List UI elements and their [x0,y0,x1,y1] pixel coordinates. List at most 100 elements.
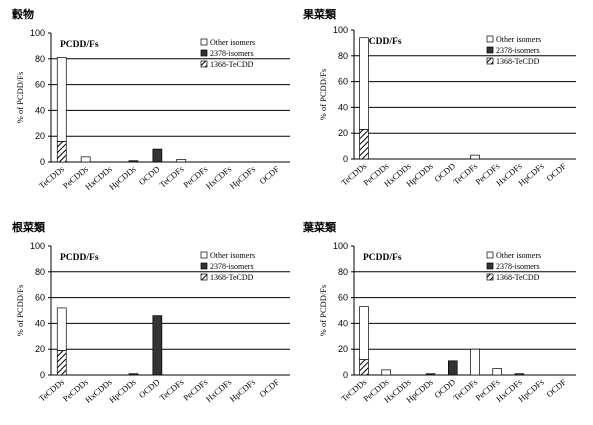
y-tick-label: 80 [35,54,45,64]
x-tick-label: OCDF [257,164,281,186]
bar-segment [359,128,369,160]
legend-label: Other isomers [496,35,541,44]
chart-panel-3: 根菜類 0 20 40 60 80 100 % of PCDD/Fs PCDD/Fs Other … [12,220,290,405]
y-tick-label: 100 [333,25,348,35]
x-tick-label: HpCDFs [516,161,546,188]
y-tick-label: 0 [40,157,45,167]
bar-segment [176,159,187,163]
x-tick-label: TeCDFs [451,377,479,403]
legend-label: 1368-TeCDD [496,273,540,282]
bar-segment [359,359,369,376]
legend-swatch [200,273,208,281]
legend-label: 2378-isomers [210,262,254,271]
panel-title: 根菜類 [12,220,46,234]
x-tick-label: HpCDDs [107,164,138,192]
x-tick-label: TeCDFs [157,164,185,190]
bar-segment [56,57,67,142]
y-tick-label: 20 [35,344,45,354]
legend-label: 1368-TeCDD [210,273,254,282]
legend-swatch [486,251,494,259]
legend-label: Other isomers [210,251,255,260]
y-tick-label: 40 [338,102,348,112]
bar-segment [381,369,391,376]
legend-swatch [486,35,494,43]
y-axis-label: % of PCDD/Fs [15,72,25,123]
legend-swatch [200,49,208,57]
y-tick-label: 0 [343,154,348,164]
x-tick-label: TeCDFs [157,377,185,403]
x-tick-label: OCDF [544,161,568,183]
y-tick-label: 80 [338,267,348,277]
legend-swatch [486,46,494,54]
y-tick-label: 100 [333,241,348,251]
bar-segment [359,37,369,130]
x-tick-label: OCDF [257,377,281,399]
x-tick-label: TeCDDs [37,377,66,404]
y-tick-label: 0 [40,370,45,380]
bar-segment [80,156,91,163]
y-tick-label: 0 [343,370,348,380]
x-tick-label: OCDF [544,377,568,399]
y-tick-label: 60 [35,293,45,303]
x-tick-label: HxCDFs [204,164,234,191]
legend-swatch [200,60,208,68]
y-tick-label: 40 [35,105,45,115]
panel-title: 穀物 [12,7,34,21]
y-tick-label: 20 [35,131,45,141]
bar-segment [56,350,67,376]
panel-title: 果菜類 [302,7,337,21]
bar-segment [152,315,163,376]
chart-panel-4: 葉菜類 0 20 40 60 80 100 % of PCDD/Fs PCDD/Fs Other … [302,220,576,405]
x-tick-label: HpCDDs [107,377,138,405]
x-tick-label: TeCDFs [451,161,479,187]
y-tick-label: 60 [35,80,45,90]
bar-segment [128,373,139,376]
x-tick-label: HpCDFs [228,377,258,404]
y-tick-label: 100 [30,241,45,251]
y-tick-label: 60 [338,293,348,303]
bar-segment [470,154,480,160]
legend-swatch [486,262,494,270]
x-tick-label: HpCDFs [516,377,546,404]
x-tick-label: TeCDDs [37,164,66,191]
y-tick-label: 80 [338,51,348,61]
panel-title: 葉菜類 [302,220,337,234]
y-tick-label: 20 [338,128,348,138]
bar-segment [56,141,67,163]
legend-label: 2378-isomers [496,262,540,271]
x-tick-label: HpCDFs [228,164,258,191]
bar-segment [152,148,163,163]
y-axis-label: % of PCDD/Fs [15,285,25,336]
legend-label: 2378-isomers [210,49,254,58]
legend-label: 2378-isomers [496,46,540,55]
legend-swatch [200,38,208,46]
legend-swatch [486,273,494,281]
bar-segment [514,373,525,376]
bar-segment [128,160,139,163]
bar-segment [359,306,369,360]
legend-swatch [486,57,494,65]
bar-segment [470,348,480,376]
bar-segment [492,368,502,376]
y-tick-label: 40 [338,318,348,328]
legend-swatch [200,262,208,270]
bar-segment [425,373,436,376]
legend-label: 1368-TeCDD [210,60,254,69]
chart-subtitle: PCDD/Fs [60,253,99,263]
chart-panel-1: 穀物 0 20 40 60 80 100 % of PCDD/Fs PCDD/Fs Other i… [12,7,290,192]
y-tick-label: 60 [338,77,348,87]
chart-subtitle: PCDD/Fs [363,253,402,263]
chart-subtitle: PCDD/Fs [60,40,99,50]
x-tick-label: HxCDFs [204,377,234,404]
y-tick-label: 100 [30,28,45,38]
legend-label: Other isomers [210,38,255,47]
chart-subtitle: PCDD/Fs [363,37,402,47]
bar-segment [448,360,458,376]
y-axis-label: % of PCDD/Fs [318,285,328,336]
y-axis-label: % of PCDD/Fs [318,69,328,120]
y-tick-label: 80 [35,267,45,277]
legend-label: Other isomers [496,251,541,260]
bar-segment [56,307,67,351]
chart-panel-2: 果菜類 0 20 40 60 80 100 % of PCDD/Fs PCDD/Fs Other … [302,7,576,189]
